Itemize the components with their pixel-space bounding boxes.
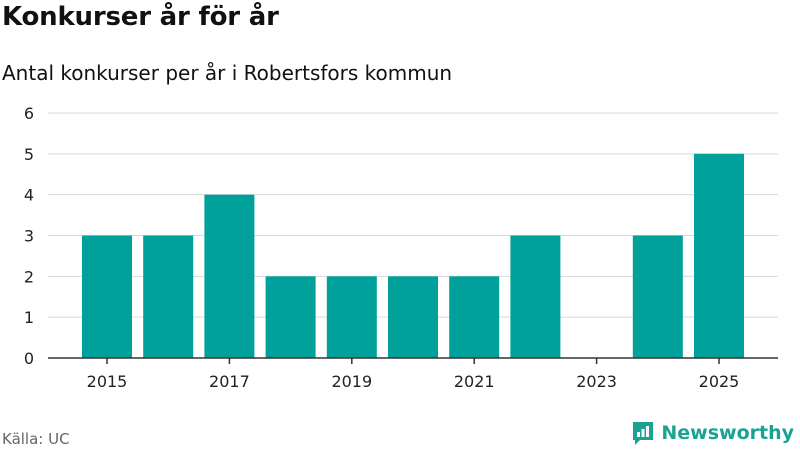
y-tick-label: 3 xyxy=(24,227,34,246)
x-axis-labels: 2015 2017 2019 2021 2023 2025 xyxy=(87,358,740,391)
bar-2016[interactable] xyxy=(143,235,194,359)
y-tick-label: 0 xyxy=(24,349,34,368)
x-tick-label: 2025 xyxy=(699,372,740,391)
x-tick-label: 2015 xyxy=(87,372,128,391)
bar-2017[interactable] xyxy=(204,194,255,358)
bar-2020[interactable] xyxy=(388,276,438,358)
y-tick-label: 6 xyxy=(24,104,34,123)
y-tick-label: 4 xyxy=(24,186,34,205)
bar-2024[interactable] xyxy=(632,235,683,359)
brand[interactable]: Newsworthy xyxy=(631,420,794,446)
newsworthy-logo-icon xyxy=(633,422,654,445)
brand-name: Newsworthy xyxy=(661,422,794,444)
chart-subtitle: Antal konkurser per år i Robertsfors kom… xyxy=(2,61,453,85)
y-tick-label: 2 xyxy=(24,267,34,286)
bar-2015[interactable] xyxy=(82,235,132,359)
x-tick-label: 2023 xyxy=(576,372,617,391)
x-tick-label: 2019 xyxy=(331,372,372,391)
y-axis-labels: 0 1 2 3 4 5 6 xyxy=(24,104,34,368)
bar-2022[interactable] xyxy=(510,235,561,359)
bar-2021[interactable] xyxy=(449,276,500,358)
bar-2025[interactable] xyxy=(694,153,744,358)
x-tick-label: 2021 xyxy=(454,372,495,391)
y-tick-label: 1 xyxy=(24,308,34,327)
y-tick-label: 5 xyxy=(24,145,34,164)
x-tick-label: 2017 xyxy=(209,372,250,391)
source-note: Källa: UC xyxy=(2,430,70,448)
bars xyxy=(82,153,744,359)
bar-2018[interactable] xyxy=(265,276,316,358)
chart-title: Konkurser år för år xyxy=(2,2,279,32)
bar-2019[interactable] xyxy=(326,276,377,358)
